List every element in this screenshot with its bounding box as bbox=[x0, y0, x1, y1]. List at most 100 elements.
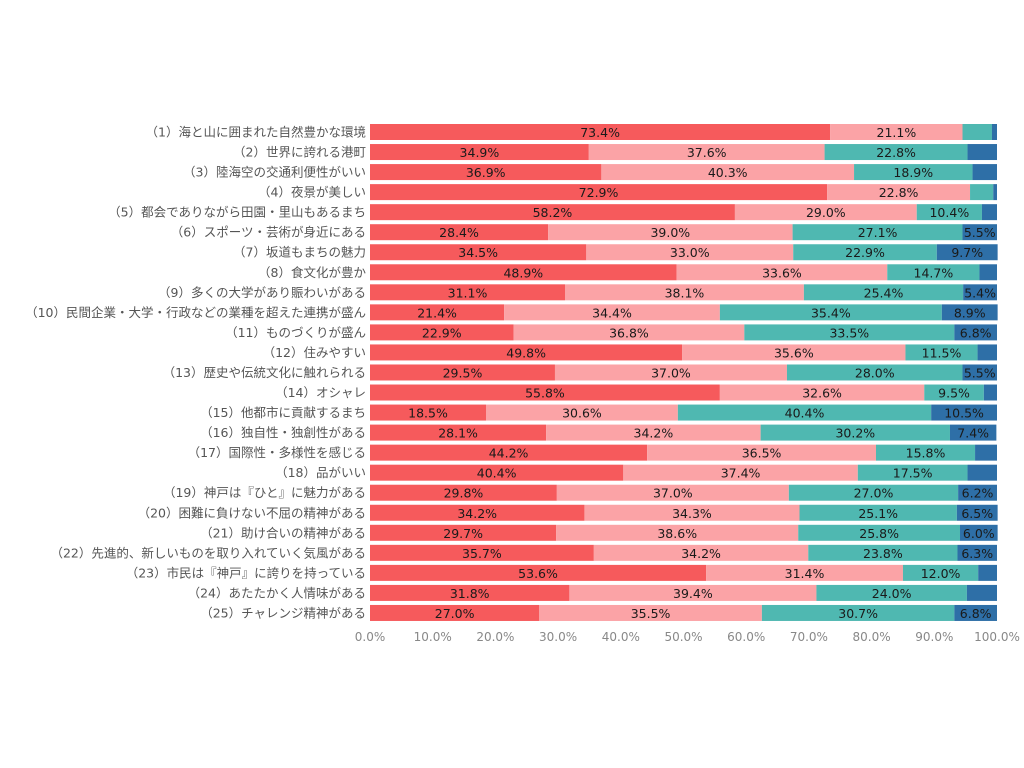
category-label: （1）海と山に囲まれた自然豊かな環境 bbox=[146, 125, 366, 140]
bar-value-label: 44.2% bbox=[489, 446, 529, 461]
bar-segment bbox=[370, 544, 594, 561]
bar-value-label: 48.9% bbox=[503, 265, 543, 280]
x-axis: 0.0% 10.0% 20.0% 30.0% 40.0% 50.0% 60.0% 70.0% 8… bbox=[355, 630, 1020, 644]
bar-value-label: 33.0% bbox=[670, 245, 710, 260]
bar-value-label: 34.4% bbox=[592, 305, 632, 320]
bar-value-label: 36.8% bbox=[609, 325, 649, 340]
x-tick-label: 50.0% bbox=[664, 630, 702, 644]
bar-segment bbox=[601, 164, 855, 181]
x-tick-label: 100.0% bbox=[974, 630, 1020, 644]
category-label: （17）国際性・多様性を感じる bbox=[188, 445, 366, 460]
category-label: （21）助け合いの精神がある bbox=[200, 525, 366, 540]
bar-segment bbox=[370, 224, 549, 241]
bar-segment bbox=[569, 584, 817, 601]
bar-value-label: 30.7% bbox=[838, 606, 878, 621]
category-labels-layer: （1）海と山に囲まれた自然豊かな環境 （2）世界に誇れる港町 （3）陸海空の交通利便… bbox=[25, 125, 366, 621]
bar-segment bbox=[967, 464, 997, 481]
bar-segment bbox=[719, 384, 925, 401]
bar-value-label: 37.6% bbox=[687, 145, 727, 160]
category-label: （16）独自性・独創性がある bbox=[200, 425, 366, 440]
bar-segment bbox=[370, 244, 587, 261]
bar-segment bbox=[564, 284, 804, 301]
bar-value-label: 6.2% bbox=[962, 486, 994, 501]
bar-value-label: 9.7% bbox=[951, 245, 983, 260]
bar-value-label: 17.5% bbox=[893, 466, 933, 481]
bar-value-label: 34.3% bbox=[672, 506, 712, 521]
category-label: （6）スポーツ・芸術が身近にある bbox=[171, 225, 366, 240]
bar-segment bbox=[954, 324, 997, 341]
category-label: （19）神戸は『ひと』に魅力がある bbox=[163, 485, 366, 500]
bar-value-label: 9.5% bbox=[938, 386, 970, 401]
bar-value-label: 35.7% bbox=[462, 546, 502, 561]
category-label: （25）チャレンジ精神がある bbox=[200, 605, 366, 620]
bar-value-label: 72.9% bbox=[579, 185, 619, 200]
bar-segment bbox=[504, 304, 720, 321]
bar-segment bbox=[554, 364, 787, 381]
category-label: （11）ものづくりが盛ん bbox=[225, 325, 366, 340]
bar-value-label: 37.0% bbox=[653, 486, 693, 501]
bar-segment bbox=[887, 264, 980, 281]
bar-segment bbox=[647, 444, 876, 461]
bar-segment bbox=[370, 144, 589, 161]
bar-segment bbox=[799, 504, 957, 521]
bar-value-label: 30.6% bbox=[562, 406, 602, 421]
bar-value-label: 22.8% bbox=[879, 185, 919, 200]
bar-value-label: 31.1% bbox=[448, 285, 488, 300]
bar-value-label: 34.2% bbox=[457, 506, 497, 521]
bar-value-label: 29.8% bbox=[444, 486, 484, 501]
bar-value-label: 32.6% bbox=[802, 386, 842, 401]
bar-value-label: 37.0% bbox=[651, 365, 691, 380]
bar-segment bbox=[966, 584, 997, 601]
category-label: （14）オシャレ bbox=[275, 385, 366, 400]
bar-value-label: 25.4% bbox=[864, 285, 904, 300]
x-tick-label: 60.0% bbox=[727, 630, 765, 644]
bar-segment bbox=[588, 144, 825, 161]
bar-value-label: 25.8% bbox=[859, 526, 899, 541]
bar-segment bbox=[924, 384, 984, 401]
bar-segment bbox=[993, 184, 997, 201]
category-label: （12）住みやすい bbox=[263, 345, 366, 360]
bar-value-label: 6.0% bbox=[963, 526, 995, 541]
x-tick-label: 0.0% bbox=[355, 630, 386, 644]
bar-value-label: 34.2% bbox=[634, 426, 674, 441]
bar-value-label: 10.5% bbox=[944, 406, 984, 421]
bar-segment bbox=[941, 304, 998, 321]
bar-value-label: 28.4% bbox=[439, 225, 479, 240]
bar-segment bbox=[370, 344, 683, 361]
bar-value-label: 25.1% bbox=[858, 506, 898, 521]
x-tick-label: 30.0% bbox=[539, 630, 577, 644]
bar-value-label: 73.4% bbox=[580, 125, 620, 140]
bar-segment bbox=[370, 264, 677, 281]
bar-segment bbox=[370, 524, 557, 541]
bar-value-label: 21.4% bbox=[417, 305, 457, 320]
bar-value-label: 33.5% bbox=[829, 325, 869, 340]
category-label: （7）坂道もまちの魅力 bbox=[233, 245, 366, 260]
bar-segment bbox=[808, 544, 958, 561]
category-label: （3）陸海空の交通利便性がいい bbox=[183, 165, 366, 180]
bar-segment bbox=[586, 244, 794, 261]
bar-value-label: 53.6% bbox=[518, 566, 558, 581]
bar-segment bbox=[719, 304, 942, 321]
bar-segment bbox=[786, 364, 963, 381]
x-tick-label: 20.0% bbox=[476, 630, 514, 644]
bar-segment bbox=[623, 464, 858, 481]
bar-segment bbox=[370, 504, 585, 521]
bar-segment bbox=[954, 604, 997, 621]
bar-segment bbox=[370, 604, 540, 621]
bar-value-label: 58.2% bbox=[533, 205, 573, 220]
bar-segment bbox=[370, 364, 555, 381]
bar-value-label: 34.2% bbox=[681, 546, 721, 561]
bar-segment bbox=[978, 564, 997, 581]
bar-segment bbox=[370, 404, 486, 421]
bar-segment bbox=[798, 524, 961, 541]
bar-segment bbox=[956, 504, 998, 521]
bar-value-label: 23.8% bbox=[863, 546, 903, 561]
bar-segment bbox=[546, 424, 761, 441]
bar-segment bbox=[370, 324, 514, 341]
bar-segment bbox=[370, 304, 505, 321]
bar-value-label: 38.1% bbox=[665, 285, 705, 300]
category-label: （22）先進的、新しいものを取り入れていく気風がある bbox=[50, 545, 366, 560]
x-tick-label: 70.0% bbox=[790, 630, 828, 644]
bar-segment bbox=[981, 204, 997, 221]
